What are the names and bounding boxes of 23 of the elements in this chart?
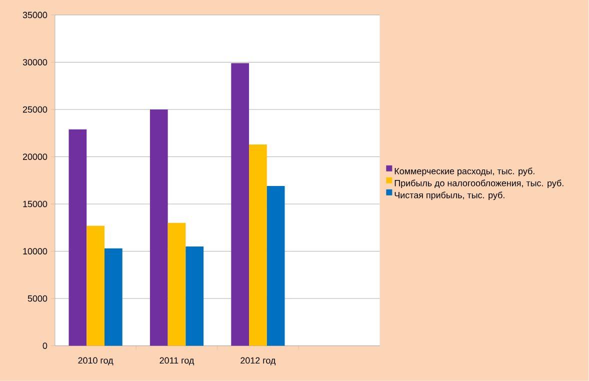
x-tick-label: 2012 год bbox=[240, 357, 276, 366]
bar bbox=[249, 144, 267, 346]
bar bbox=[68, 129, 87, 346]
y-tick-label: 0 bbox=[42, 342, 48, 350]
bar bbox=[150, 110, 168, 346]
bar bbox=[186, 246, 204, 346]
y-tick-label: 10000 bbox=[23, 248, 48, 255]
y-tick-label: 20000 bbox=[22, 154, 48, 160]
y-tick-label: 25000 bbox=[22, 106, 48, 113]
bar bbox=[266, 186, 285, 346]
bar bbox=[86, 226, 104, 346]
y-tick-label: 5000 bbox=[28, 295, 48, 302]
bar bbox=[168, 223, 186, 346]
y-tick-label: 30000 bbox=[22, 59, 48, 66]
legend-label: Коммерческие расходы, тыс. руб. bbox=[394, 168, 534, 176]
legend-label: Чистая прибыль, тыс. руб. bbox=[394, 192, 504, 200]
legend-label: Прибыль до налогообложения, тыс. руб. bbox=[394, 180, 564, 188]
x-tick-label: 2011 год bbox=[160, 357, 194, 366]
y-tick-label: 35000 bbox=[22, 12, 48, 18]
bar bbox=[231, 63, 250, 346]
bar bbox=[104, 248, 122, 346]
y-tick-label: 15000 bbox=[23, 200, 48, 208]
x-tick-label: 2010 год bbox=[78, 357, 114, 366]
